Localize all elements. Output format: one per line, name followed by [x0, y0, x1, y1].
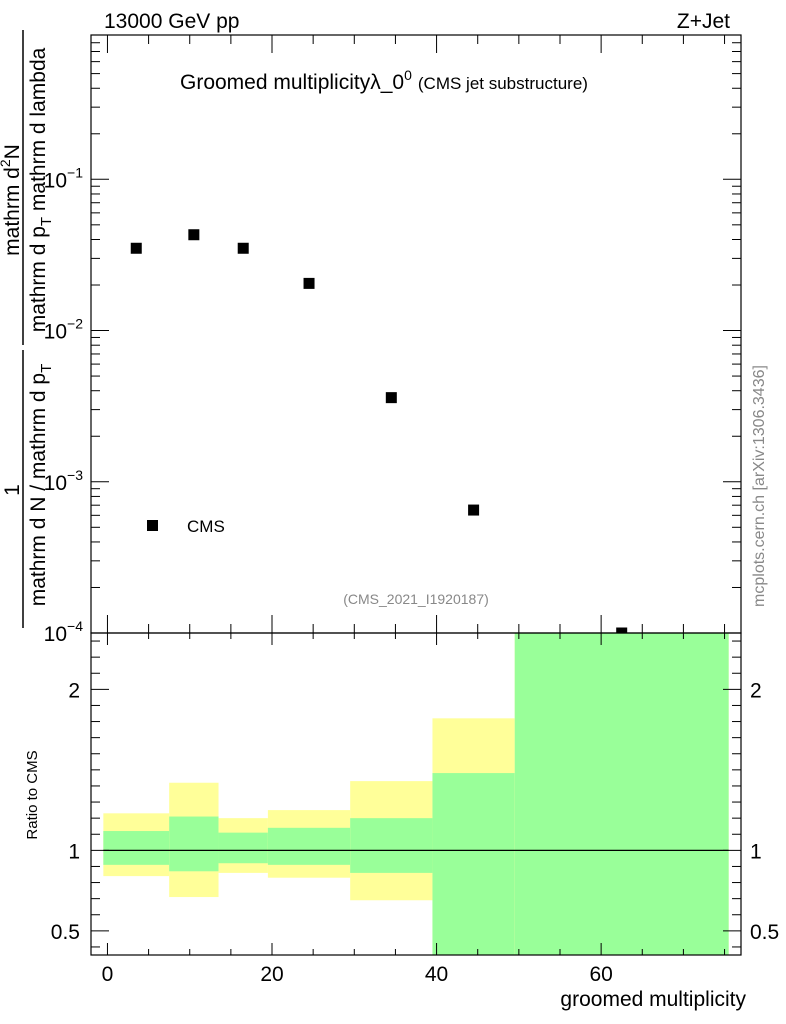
data-point-5 [468, 504, 480, 516]
ylabel-num: mathrm d2N [0, 144, 24, 256]
x-tick-label-2: 40 [425, 963, 448, 986]
band-green-5 [432, 773, 515, 955]
data-point-3 [303, 277, 315, 289]
data-point-0 [130, 242, 142, 254]
ratio-ytick-label-right-2: 2 [750, 679, 762, 702]
ratio-ylabel: Ratio to CMS [24, 750, 41, 839]
data-point-1 [188, 229, 200, 241]
band-green-3 [267, 827, 351, 865]
ylabel-prefix-den: mathrm d N / mathrm d pT [27, 364, 55, 607]
analysis-id: (CMS_2021_I1920187) [343, 591, 489, 607]
x-tick-label-3: 60 [589, 963, 612, 986]
main-ylabel: 1 mathrm d N / mathrm d pT mathrm d2N ma… [0, 30, 55, 628]
main-panel: Groomed multiplicityλ_00 (CMS jet substru… [0, 30, 628, 639]
band-green-2 [218, 832, 268, 864]
ratio-ytick-label-left-0: 0.5 [51, 921, 80, 944]
header-process: Z+Jet [677, 10, 730, 33]
main-ytick-label-3: 10−4 [44, 618, 84, 646]
ylabel-den: mathrm d pT mathrm d lambda [27, 47, 55, 332]
ylabel-prefix-num: 1 [1, 484, 24, 496]
x-tick-label-1: 20 [260, 963, 283, 986]
band-green-1 [169, 816, 219, 872]
ratio-frame [90, 632, 742, 956]
ratio-ytick-label-right-0: 0.5 [750, 921, 779, 944]
legend-label: CMS [187, 517, 225, 536]
band-green-0 [103, 831, 170, 865]
plot-title: Groomed multiplicityλ_00 (CMS jet substru… [180, 67, 588, 94]
ratio-ytick-label-left-2: 2 [68, 679, 80, 702]
header-energy: 13000 GeV pp [104, 10, 239, 33]
legend: CMS [147, 517, 225, 536]
axes: 0 20 40 60 10−1 10−2 10−3 10−4 0.5 0.5 1 1 2 2 [44, 34, 779, 986]
band-green-6 [514, 633, 729, 955]
ratio-panel: Ratio to CMS groomed multiplicity [24, 633, 746, 1011]
band-green-4 [350, 818, 433, 873]
main-frame [90, 34, 742, 634]
ratio-bands [103, 633, 729, 955]
ratio-ytick-label-left-1: 1 [68, 840, 80, 863]
main-ytick-label-1: 10−2 [44, 316, 84, 344]
plot-title-sup: 0 [404, 67, 412, 83]
x-tick-label-0: 0 [102, 963, 114, 986]
plot-title-sub: (CMS jet substructure) [418, 74, 588, 93]
main-ytick-label-2: 10−3 [44, 467, 84, 495]
ratio-ytick-label-right-1: 1 [750, 840, 762, 863]
main-ytick-label-0: 10−1 [44, 164, 84, 192]
x-axis-label: groomed multiplicity [560, 988, 746, 1011]
legend-marker [147, 520, 158, 531]
data-point-2 [237, 242, 249, 254]
data-point-4 [385, 392, 397, 404]
mcplots-label: mcplots.cern.ch [arXiv:1306.3436] [751, 365, 768, 607]
